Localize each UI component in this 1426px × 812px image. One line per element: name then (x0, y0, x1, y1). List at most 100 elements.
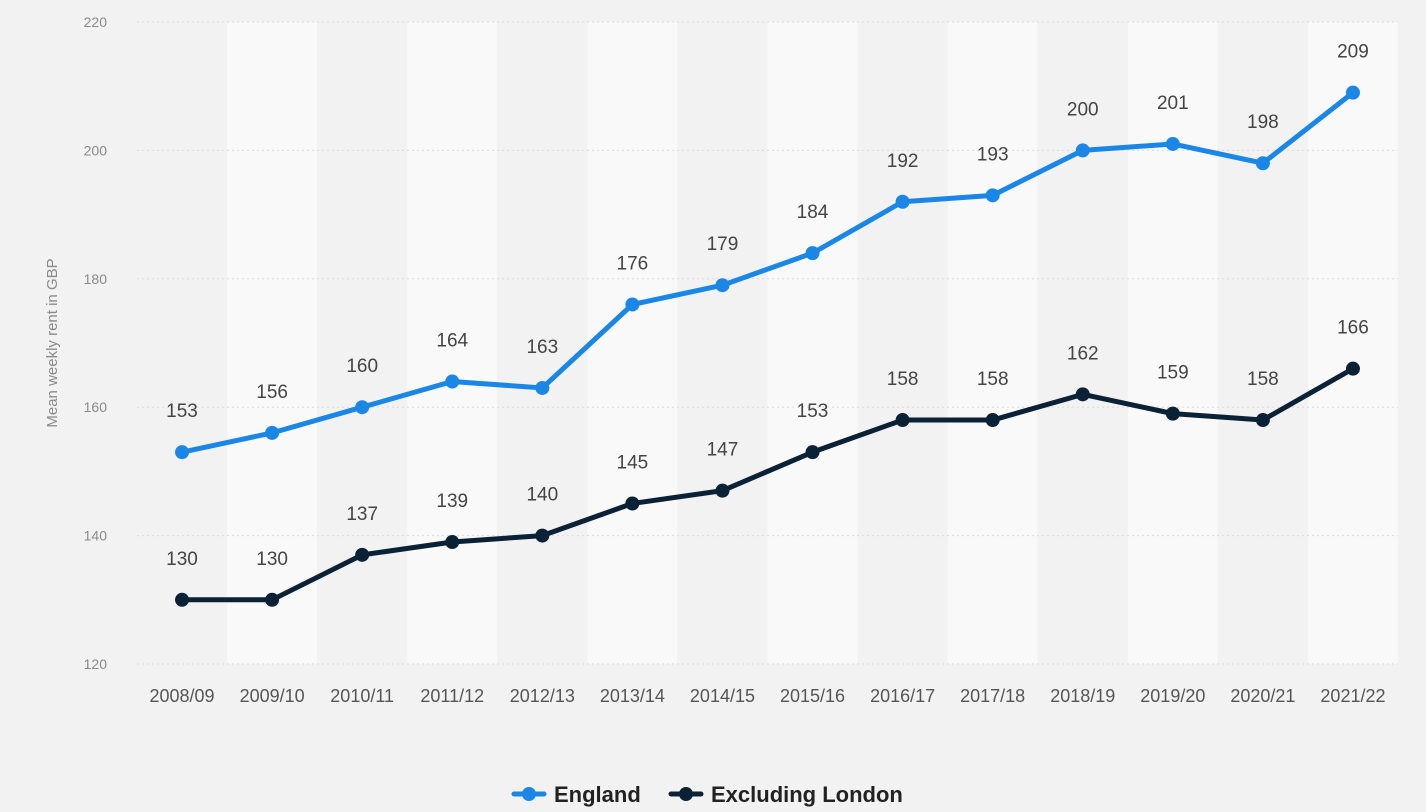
data-label: 158 (1247, 369, 1279, 390)
plot-band (947, 22, 1038, 664)
x-tick-label: 2009/10 (240, 686, 305, 706)
plot-band (767, 22, 858, 664)
x-tick-label: 2021/22 (1320, 686, 1385, 706)
legend-label[interactable]: Excluding London (711, 782, 903, 807)
legend-swatch-marker (679, 787, 693, 801)
data-point (625, 496, 640, 511)
data-label: 158 (887, 369, 919, 390)
data-point (265, 425, 280, 440)
x-tick-label: 2017/18 (960, 686, 1025, 706)
plot-band (587, 22, 678, 664)
data-point (1345, 361, 1360, 376)
data-point (175, 445, 190, 460)
x-tick-label: 2008/09 (149, 686, 214, 706)
legend-swatch-marker (522, 787, 536, 801)
data-label: 147 (707, 440, 739, 461)
x-tick-label: 2013/14 (600, 686, 665, 706)
data-point (715, 483, 730, 498)
data-label: 159 (1157, 363, 1189, 384)
gridlines (137, 21, 1398, 665)
y-axis-label: Mean weekly rent in GBP (44, 258, 61, 427)
plot-band (317, 22, 408, 664)
plot-bands (137, 22, 1398, 664)
y-tick-label: 140 (84, 528, 108, 544)
data-point (895, 413, 910, 428)
plot-band (497, 22, 588, 664)
plot-band (1217, 22, 1308, 664)
data-point (1255, 413, 1270, 428)
data-label: 160 (346, 356, 378, 377)
plot-band (227, 22, 318, 664)
data-label: 156 (256, 382, 288, 403)
legend-label[interactable]: England (554, 782, 641, 807)
plot-band (857, 22, 948, 664)
data-point (535, 380, 550, 395)
data-point (1075, 143, 1090, 158)
data-label: 201 (1157, 93, 1189, 114)
series-line (179, 366, 1356, 603)
data-point (535, 528, 550, 543)
y-axis-ticks: 120 140 160 180 200 220 (84, 14, 108, 672)
data-label: 153 (797, 401, 829, 422)
data-label: 130 (256, 549, 288, 570)
data-point (1345, 85, 1360, 100)
data-label: 158 (977, 369, 1009, 390)
plot-band (1307, 22, 1398, 664)
data-point (985, 188, 1000, 203)
data-label: 176 (617, 253, 649, 274)
data-label: 209 (1337, 42, 1369, 63)
x-tick-label: 2019/20 (1140, 686, 1205, 706)
x-tick-label: 2014/15 (690, 686, 755, 706)
series-line (179, 90, 1356, 455)
x-tick-label: 2020/21 (1230, 686, 1295, 706)
data-point (1255, 156, 1270, 171)
y-tick-label: 180 (84, 271, 108, 287)
data-point (895, 194, 910, 209)
series-lines (175, 85, 1360, 607)
data-label: 162 (1067, 343, 1099, 364)
y-tick-label: 120 (84, 656, 108, 672)
data-label: 130 (166, 549, 198, 570)
data-point (175, 592, 190, 607)
data-point (985, 413, 1000, 428)
data-label: 145 (617, 453, 649, 474)
y-tick-label: 220 (84, 14, 108, 30)
data-label: 137 (346, 504, 378, 525)
data-point (355, 400, 370, 415)
plot-band (1037, 22, 1128, 664)
plot-band (677, 22, 768, 664)
data-point (1075, 387, 1090, 402)
data-point (355, 547, 370, 562)
x-tick-label: 2016/17 (870, 686, 935, 706)
x-tick-label: 2011/12 (420, 686, 484, 706)
data-point (445, 374, 460, 389)
data-point (1165, 136, 1180, 151)
plot-band (1127, 22, 1218, 664)
x-tick-label: 2010/11 (330, 686, 394, 706)
data-point (445, 535, 460, 550)
x-tick-label: 2018/19 (1050, 686, 1115, 706)
data-label: 140 (526, 485, 558, 506)
data-point (805, 445, 820, 460)
data-point (805, 246, 820, 261)
data-label: 200 (1067, 99, 1099, 120)
data-labels: 153 156 160 164 163 176 179 184 192 193 200 201 198 2… (166, 42, 1369, 570)
data-label: 163 (526, 337, 558, 358)
data-label: 153 (166, 401, 198, 422)
y-tick-label: 160 (84, 399, 108, 415)
data-point (625, 297, 640, 312)
data-label: 192 (887, 151, 919, 172)
data-label: 198 (1247, 112, 1279, 133)
data-point (265, 592, 280, 607)
data-label: 193 (977, 144, 1009, 165)
x-tick-label: 2015/16 (780, 686, 845, 706)
x-tick-label: 2012/13 (510, 686, 575, 706)
data-label: 179 (707, 234, 739, 255)
data-label: 166 (1337, 318, 1369, 339)
y-tick-label: 200 (84, 142, 108, 158)
data-point (1165, 406, 1180, 421)
data-label: 164 (436, 331, 468, 352)
data-point (715, 278, 730, 293)
